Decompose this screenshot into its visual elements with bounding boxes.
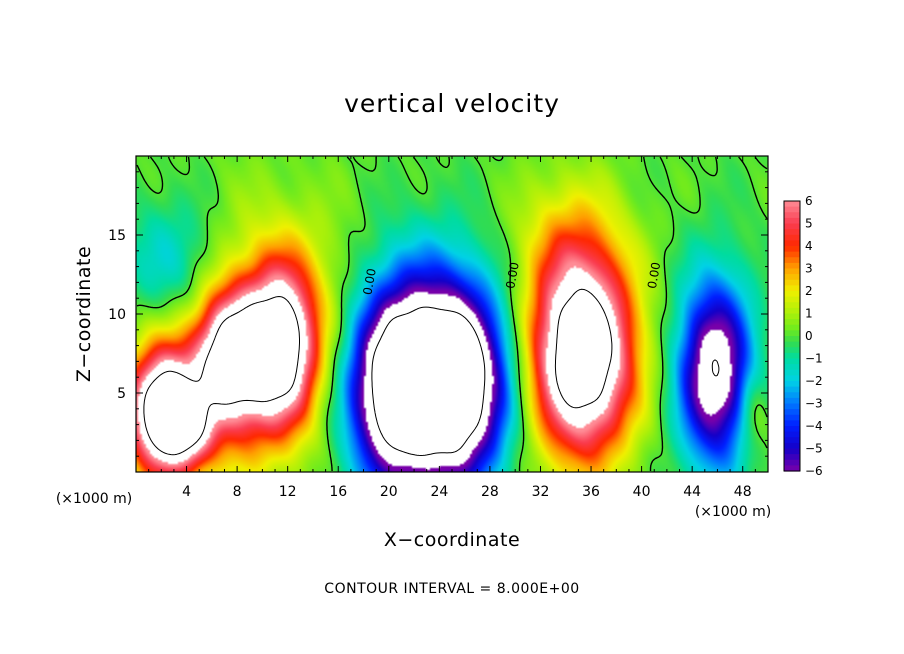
colorbar-segment: [784, 392, 800, 399]
contour-line: [371, 306, 720, 456]
colorbar-segment: [784, 307, 800, 315]
colorbar-segment: [784, 409, 800, 416]
colorbar-segment: [784, 285, 800, 292]
colorbar-tick-label: 1: [805, 307, 813, 321]
colorbar-segment: [784, 330, 800, 337]
colorbar-segment: [784, 414, 800, 421]
x-tick-label: 40: [633, 484, 651, 500]
colorbar-tick-label: −3: [805, 397, 823, 411]
colorbar-segment: [784, 223, 800, 230]
chart-title: vertical velocity: [344, 89, 560, 118]
y-axis-label: Z−coordinate: [73, 246, 95, 382]
colorbar-segment: [784, 431, 800, 438]
x-unit-label-left: (×1000 m): [56, 491, 132, 507]
x-tick-label: 28: [481, 484, 499, 500]
colorbar-segment: [784, 257, 800, 264]
colorbar-segment: [784, 324, 800, 331]
colorbar-segment: [784, 279, 800, 286]
x-tick-label: 32: [532, 484, 550, 500]
contour-label: 0.00: [360, 267, 378, 296]
colorbar-segment: [784, 274, 800, 281]
colorbar-segment: [784, 397, 800, 405]
contour-interval-note: CONTOUR INTERVAL = 8.000E+00: [324, 581, 579, 597]
colorbar-segment: [784, 437, 800, 444]
y-tick-label: 15: [108, 228, 126, 244]
colorbar-tick-label: −2: [805, 374, 823, 388]
colorbar-segment: [784, 240, 800, 247]
colorbar-segment: [784, 375, 800, 382]
colorbar-segment: [784, 403, 800, 410]
colorbar-tick-label: 3: [805, 262, 813, 276]
colorbar-segment: [784, 341, 800, 348]
colorbar-segment: [784, 291, 800, 298]
colorbar-tick-label: −1: [805, 352, 823, 366]
y-tick-label: 5: [117, 386, 126, 402]
x-axis-label: X−coordinate: [384, 529, 520, 551]
colorbar-segment: [784, 206, 800, 213]
colorbar-segment: [784, 465, 800, 472]
colorbar-segment: [784, 426, 800, 433]
colorbar-segment: [784, 364, 800, 371]
colorbar-tick-label: 0: [805, 329, 813, 343]
x-tick-label: 44: [683, 484, 701, 500]
colorbar-tick-label: −6: [805, 464, 823, 478]
colorbar-segment: [784, 442, 800, 450]
y-axis-ticks: 5 10 15: [108, 171, 768, 457]
colorbar-tick-label: 6: [805, 194, 813, 208]
colorbar-tick-label: −5: [805, 442, 823, 456]
colorbar-segment: [784, 217, 800, 225]
x-tick-label: 24: [430, 484, 448, 500]
x-unit-label-right: (×1000 m): [695, 504, 771, 520]
colorbar-segment: [784, 246, 800, 253]
colorbar-segment: [784, 212, 800, 219]
colorbar-tick-label: 2: [805, 284, 813, 298]
colorbar-tick-label: 4: [805, 239, 813, 253]
x-axis-ticks: 4 8 12 16 20 24 28 32 36 40 44 48: [148, 156, 756, 500]
colorbar-segment: [784, 336, 800, 343]
colorbar-segment: [784, 296, 800, 303]
colorbar-segment: [784, 347, 800, 354]
colorbar: 6 5 4 3 2 1 0 −1 −2 −3 −4 −5 −6: [783, 194, 823, 478]
velocity-field: [136, 156, 768, 472]
colorbar-segment: [784, 381, 800, 388]
colorbar-segment: [784, 386, 800, 393]
colorbar-segment: [784, 454, 800, 461]
colorbar-segment: [784, 251, 800, 258]
colorbar-segment: [784, 313, 800, 320]
x-tick-label: 36: [582, 484, 600, 500]
colorbar-segment: [784, 319, 800, 326]
colorbar-segment: [784, 234, 800, 241]
colorbar-segment: [784, 459, 800, 466]
colorbar-tick-label: 5: [805, 217, 813, 231]
colorbar-frame: [783, 200, 801, 472]
colorbar-segment: [784, 358, 800, 365]
colorbar-segment: [784, 302, 800, 309]
contour-label: 0.00: [645, 261, 663, 290]
plot-area: 0.00 0.00 0.00 4 8 12 16 20 24 28 32 36 40 44 48 5101…: [108, 155, 769, 500]
contour-labels: 0.00 0.00 0.00: [360, 261, 663, 296]
y-tick-label: 10: [108, 307, 126, 323]
colorbar-segment: [784, 420, 800, 427]
colorbar-segment: [784, 268, 800, 275]
contour-lines: [136, 156, 768, 472]
contour-label: 0.00: [503, 261, 521, 290]
colorbar-segment: [784, 448, 800, 455]
colorbar-segment: [784, 262, 800, 270]
x-tick-label: 8: [233, 484, 242, 500]
colorbar-segment: [784, 369, 800, 376]
colorbar-segment: [784, 352, 800, 360]
x-tick-label: 4: [182, 484, 191, 500]
colorbar-segment: [784, 201, 800, 208]
contour-line: [136, 156, 768, 472]
x-tick-label: 48: [734, 484, 752, 500]
x-tick-label: 16: [329, 484, 347, 500]
x-tick-label: 12: [279, 484, 297, 500]
contour-line: [143, 288, 613, 456]
colorbar-segment: [784, 229, 800, 236]
x-tick-label: 20: [380, 484, 398, 500]
colorbar-tick-label: −4: [805, 419, 823, 433]
